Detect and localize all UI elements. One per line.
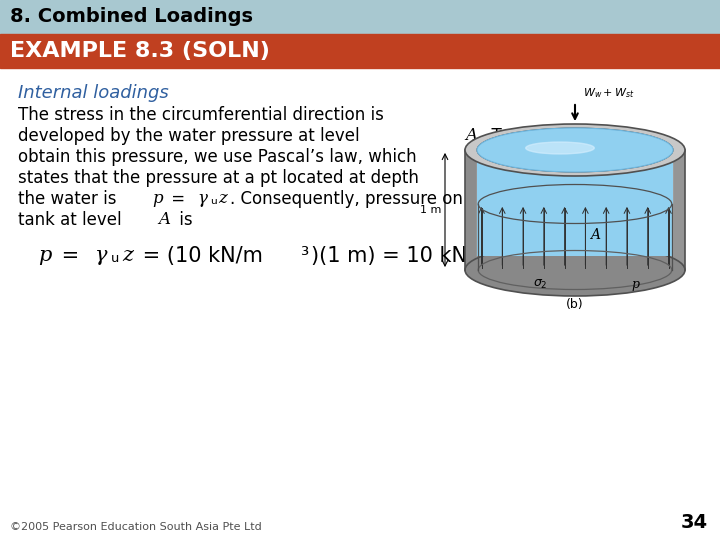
Bar [476, 150, 487, 270]
Text: 34: 34 [681, 513, 708, 532]
Bar [652, 150, 663, 270]
Text: the water is: the water is [18, 190, 122, 208]
Text: =: = [55, 246, 86, 266]
Text: 8. Combined Loadings: 8. Combined Loadings [10, 8, 253, 26]
Bar [531, 150, 542, 270]
Bar [520, 150, 531, 270]
Ellipse shape [526, 142, 594, 154]
Text: z: z [122, 246, 133, 265]
Text: tank at level: tank at level [18, 211, 127, 229]
Text: is: is [174, 211, 192, 229]
Text: γ: γ [95, 246, 107, 265]
Text: =: = [166, 190, 190, 208]
Text: $W_w + W_{st}$: $W_w + W_{st}$ [583, 86, 634, 100]
Text: A: A [466, 127, 477, 144]
Text: ᵤ: ᵤ [111, 246, 120, 266]
Text: ²: ² [547, 246, 556, 266]
Bar [663, 150, 674, 270]
Bar [597, 150, 608, 270]
Text: (b): (b) [566, 298, 584, 311]
Text: A: A [158, 211, 171, 228]
Text: p: p [152, 190, 163, 207]
Text: . Consequently, pressure on: . Consequently, pressure on [230, 190, 463, 208]
Text: in: in [554, 169, 574, 187]
Bar [608, 150, 619, 270]
Bar [630, 150, 641, 270]
Bar [564, 150, 575, 270]
Text: . To: . To [481, 127, 509, 145]
Bar [477, 150, 673, 256]
Bar [586, 150, 597, 270]
Bar [542, 150, 553, 270]
Text: Internal loadings: Internal loadings [18, 84, 168, 102]
Text: p: p [38, 246, 51, 265]
Bar [553, 150, 564, 270]
Text: states that the pressure at a pt located at depth: states that the pressure at a pt located… [18, 169, 424, 187]
Text: z: z [542, 169, 551, 186]
Ellipse shape [477, 128, 673, 172]
Text: developed by the water pressure at level: developed by the water pressure at level [18, 127, 365, 145]
Text: = (10 kN/m: = (10 kN/m [136, 246, 263, 266]
Bar [465, 150, 476, 270]
Ellipse shape [465, 244, 685, 296]
Text: obtain this pressure, we use Pascal’s law, which: obtain this pressure, we use Pascal’s la… [18, 148, 417, 166]
Text: 1 m: 1 m [420, 205, 441, 215]
Bar [0, 34, 720, 68]
Text: The stress in the circumferential direction is: The stress in the circumferential direct… [18, 106, 384, 124]
Text: ᵤ: ᵤ [210, 190, 217, 208]
Bar [487, 150, 498, 270]
Bar [0, 68, 720, 540]
Bar [0, 0, 720, 34]
Text: p: p [631, 278, 639, 291]
Bar [641, 150, 652, 270]
Text: ³: ³ [300, 246, 308, 266]
Text: ©2005 Pearson Education South Asia Pte Ltd: ©2005 Pearson Education South Asia Pte L… [10, 522, 262, 532]
Bar [619, 150, 630, 270]
Bar [674, 150, 685, 270]
Text: γ: γ [197, 190, 207, 207]
Bar [575, 150, 586, 270]
Text: EXAMPLE 8.3 (SOLN): EXAMPLE 8.3 (SOLN) [10, 41, 270, 61]
Text: $\sigma_2$: $\sigma_2$ [533, 278, 547, 291]
Text: )(1 m) = 10 kN/m: )(1 m) = 10 kN/m [310, 246, 494, 266]
Text: A: A [590, 228, 600, 242]
Ellipse shape [465, 124, 685, 176]
Bar [498, 150, 509, 270]
Text: z: z [218, 190, 228, 207]
Bar [509, 150, 520, 270]
Ellipse shape [477, 128, 673, 172]
